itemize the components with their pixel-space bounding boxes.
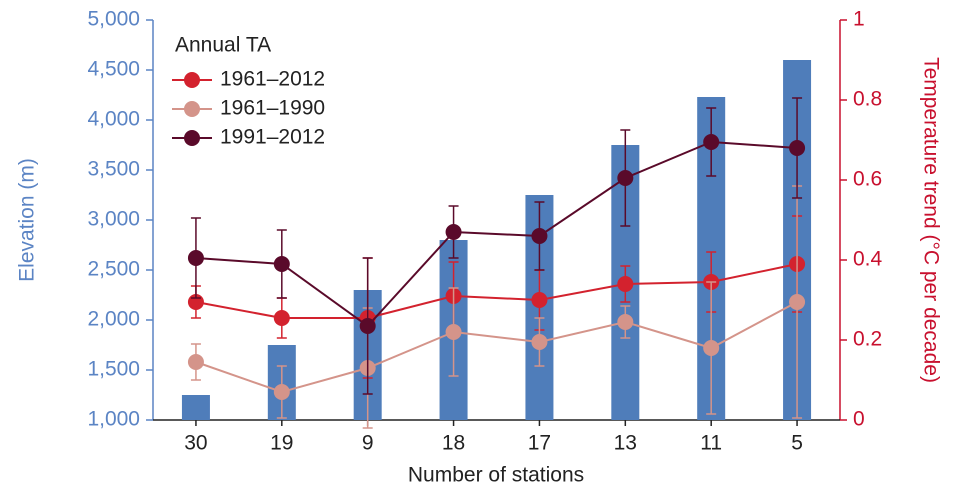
y-tick-label: 3,500: [87, 158, 140, 181]
point: [789, 140, 806, 156]
series-line: [195, 140, 798, 328]
x-axis-label: Number of stations: [408, 464, 584, 487]
x-tick-label: 13: [614, 432, 637, 455]
point: [531, 228, 548, 244]
y2-tick-label: 0: [853, 408, 865, 431]
x-tick-label: 5: [791, 432, 803, 455]
point: [531, 334, 548, 350]
point: [359, 318, 376, 334]
y2-tick-label: 0.2: [853, 328, 882, 351]
legend-marker: [184, 130, 200, 146]
point: [445, 324, 462, 340]
point: [445, 224, 462, 240]
y2-tick-label: 0.4: [853, 248, 883, 271]
point: [273, 256, 290, 272]
x-tick-label: 30: [184, 432, 207, 455]
legend-marker: [184, 101, 200, 117]
y-tick-label: 5,000: [87, 8, 140, 31]
point: [617, 170, 634, 186]
y2-tick-label: 0.8: [853, 88, 882, 111]
point: [703, 340, 720, 356]
y2-tick-label: 0.6: [853, 168, 882, 191]
x-tick-label: 9: [362, 432, 374, 455]
x-tick-label: 11: [700, 432, 722, 455]
x-tick-label: 17: [528, 432, 551, 455]
point: [789, 294, 806, 310]
legend-title: Annual TA: [175, 34, 271, 57]
legend-label: 1961–2012: [220, 68, 325, 91]
x-tick-label: 18: [442, 432, 465, 455]
y-tick-label: 4,000: [87, 108, 140, 131]
series-line: [195, 263, 798, 319]
y-tick-label: 2,000: [87, 308, 140, 331]
series-line: [195, 301, 798, 394]
point: [531, 292, 548, 308]
y2-axis-label: Temperature trend (°C per decade): [919, 57, 942, 383]
point: [617, 314, 634, 330]
point: [187, 250, 204, 266]
y-tick-label: 1,500: [87, 358, 140, 381]
point: [273, 384, 290, 400]
y-tick-label: 3,000: [87, 208, 140, 231]
point: [273, 310, 290, 326]
point: [617, 276, 634, 292]
x-tick-label: 19: [270, 432, 293, 455]
y-tick-label: 2,500: [87, 258, 140, 281]
y-tick-label: 1,000: [87, 408, 140, 431]
legend-label: 1961–1990: [220, 97, 325, 120]
bar: [181, 395, 210, 420]
legend-marker: [184, 72, 200, 88]
point: [703, 134, 720, 150]
point: [187, 354, 204, 370]
y-axis-label: Elevation (m): [16, 158, 39, 282]
legend-label: 1991–2012: [220, 126, 325, 149]
y2-tick-label: 1: [853, 8, 865, 31]
y-tick-label: 4,500: [87, 58, 140, 81]
